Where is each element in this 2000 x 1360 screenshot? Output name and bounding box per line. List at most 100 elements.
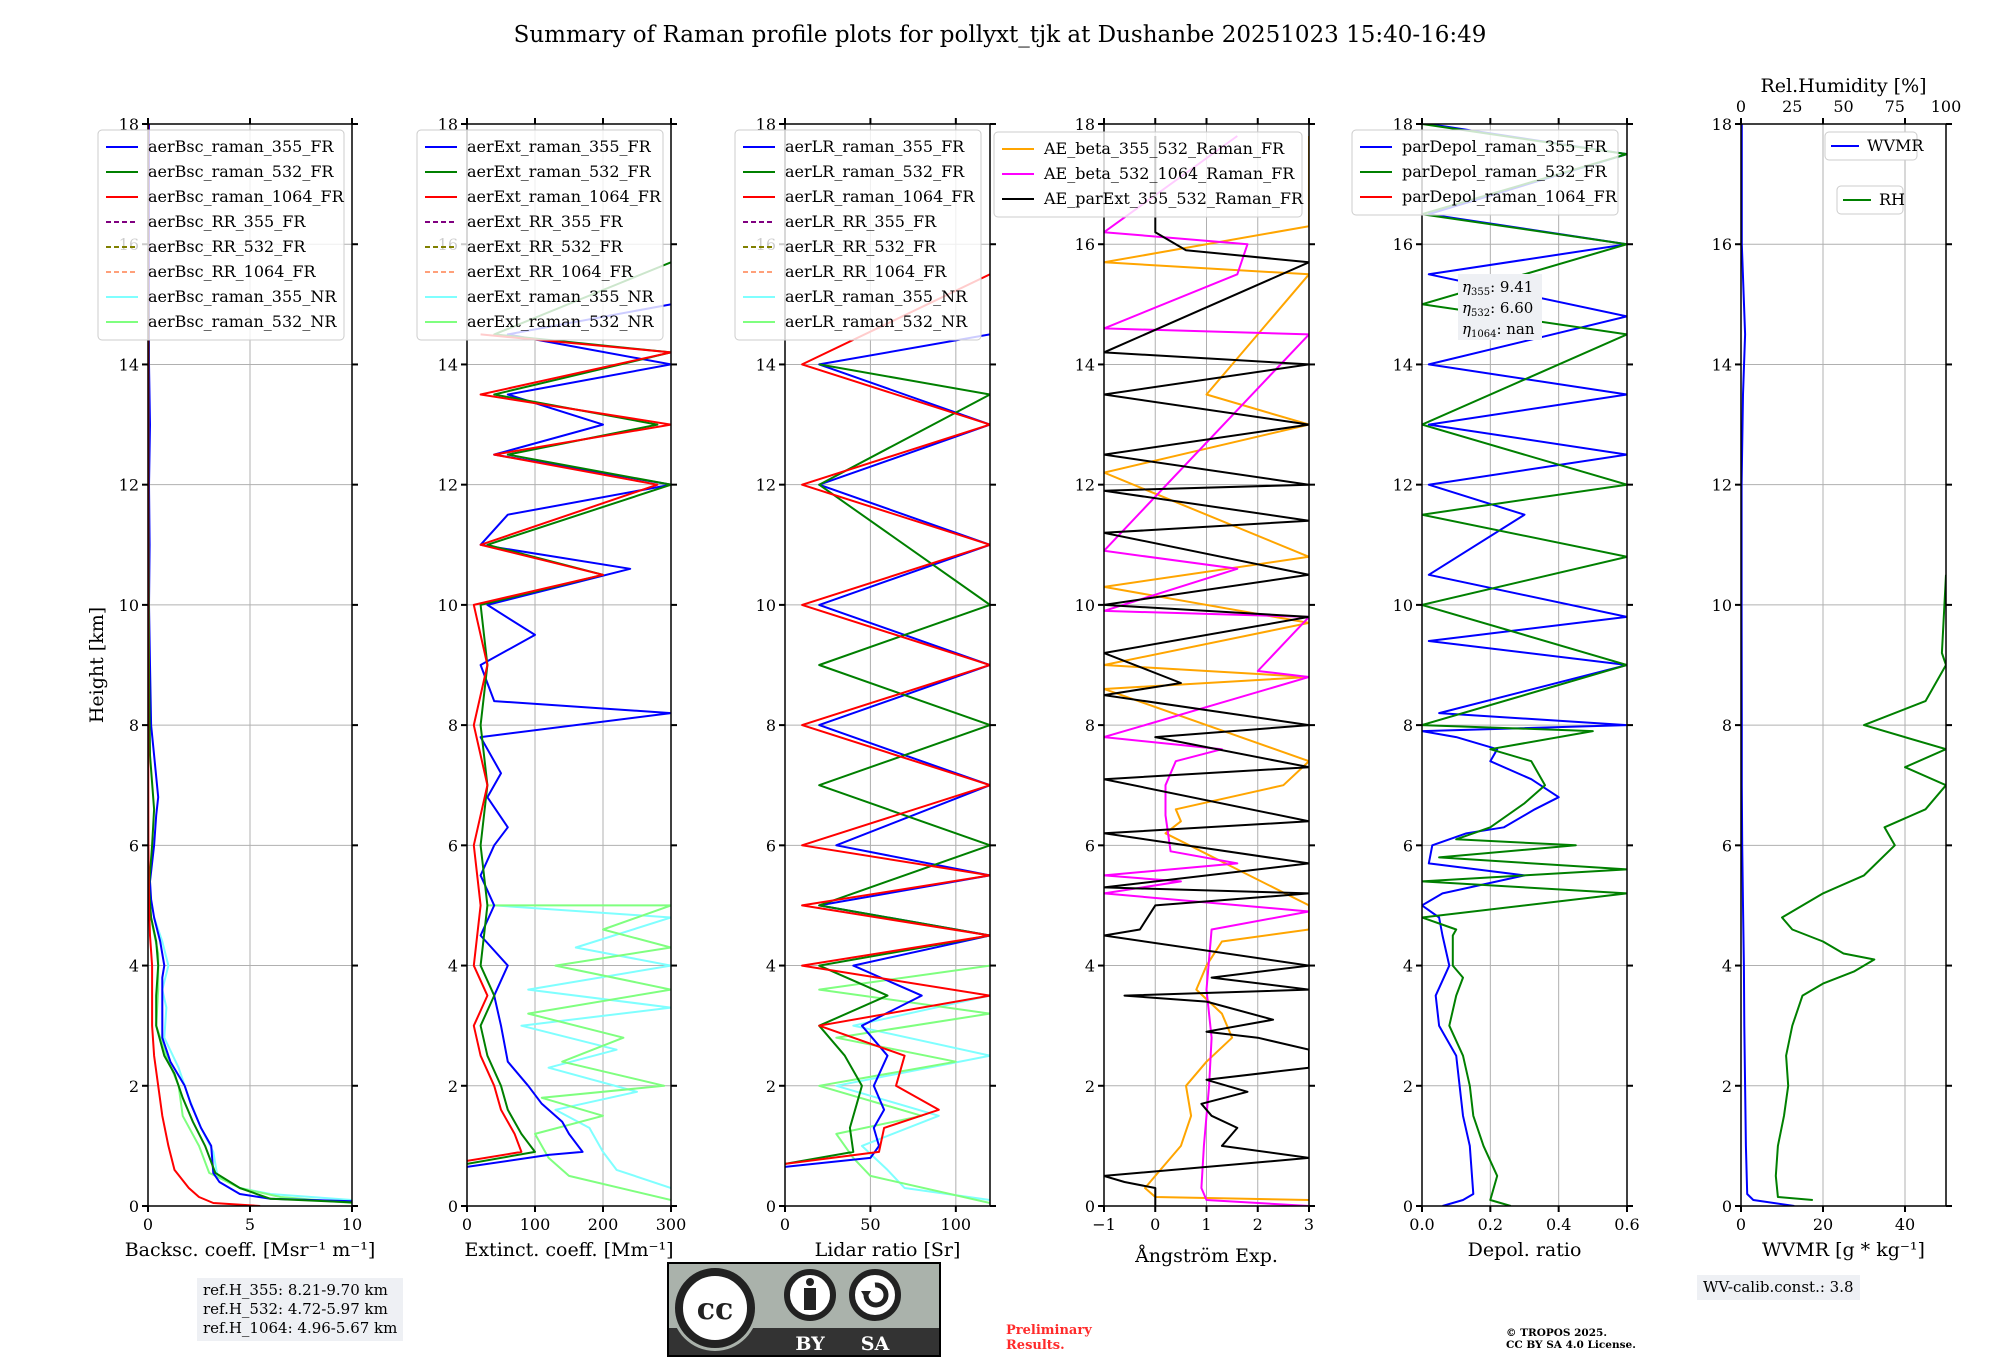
legend-label: aerBsc_raman_355_NR — [148, 287, 337, 306]
legend-box — [416, 129, 664, 341]
y-tick-label: 16 — [1075, 235, 1095, 254]
legend-box — [1824, 131, 1918, 161]
legend-label: aerLR_raman_355_FR — [785, 137, 965, 156]
y-tick-label: 8 — [129, 716, 139, 735]
legend-label: aerLR_raman_1064_FR — [785, 187, 975, 206]
x-tick-label: 50 — [860, 1215, 880, 1234]
wv-calibration-box: WV-calib.const.: 3.8 — [1697, 1275, 1860, 1300]
y-tick-label: 12 — [756, 476, 776, 495]
y-tick-label: 0 — [1403, 1197, 1413, 1216]
top-tick-label: 50 — [1833, 97, 1853, 116]
eta-box — [1458, 274, 1542, 340]
panel-extinction: 0100200300024681012141618Extinct. coeff.… — [416, 115, 687, 1261]
legend-label: aerLR_RR_1064_FR — [785, 262, 947, 281]
x-tick-label: 100 — [520, 1215, 551, 1234]
legend-label: aerBsc_raman_1064_FR — [148, 187, 345, 206]
x-tick-label: 200 — [588, 1215, 619, 1234]
y-tick-label: 16 — [1712, 235, 1732, 254]
y-tick-label: 8 — [766, 716, 776, 735]
legend-label: aerBsc_raman_532_NR — [148, 312, 337, 331]
panel-depol: 0.0 0.2 0.4 0.6 0 2 4 6 8 10 12 14 16 18 Depol. ratio p… — [1351, 115, 1640, 1261]
y-tick-label: 10 — [119, 596, 139, 615]
copyright-note: © TROPOS 2025. CC BY SA 4.0 License. — [1506, 1327, 1636, 1351]
panel-wvmr_rh: 0 20 40 0 2 4 6 8 10 12 14 16 18 WVMR [g * kg⁻¹] 0 25 50… — [1712, 75, 1962, 1261]
x-tick-label: 2 — [1253, 1215, 1263, 1234]
top-tick-label: 0 — [1736, 97, 1746, 116]
y-tick-label: 4 — [766, 957, 776, 976]
svg-text:SA: SA — [861, 1333, 890, 1355]
legend-label: parDepol_raman_1064_FR — [1402, 187, 1618, 206]
panel-backscatter: 0510024681012141618Backsc. coeff. [Msr⁻¹… — [86, 115, 375, 1261]
legend-wvmr: WVMR — [1824, 131, 1924, 161]
x-tick-label: 0.6 — [1614, 1215, 1639, 1234]
series-line-aerBsc_raman_532_FR — [148, 304, 352, 1204]
legend: aerBsc_raman_355_FR aerBsc_raman_532_FRae… — [97, 129, 345, 341]
legend: parDepol_raman_355_FR parDepol_raman_532_… — [1351, 129, 1619, 216]
ref-height-1064: ref.H_1064: 4.96-5.67 km — [203, 1319, 398, 1337]
axes-frame — [784, 123, 991, 1207]
y-tick-label: 8 — [1085, 716, 1095, 735]
y-tick-label: 8 — [448, 716, 458, 735]
legend-label: aerLR_RR_532_FR — [785, 237, 937, 256]
axes-frame — [1421, 123, 1628, 1207]
y-tick-label: 14 — [1075, 355, 1095, 374]
y-tick-label: 4 — [1085, 957, 1095, 976]
x-tick-label: 300 — [656, 1215, 687, 1234]
legend-label: aerBsc_RR_355_FR — [148, 212, 306, 231]
series-group — [1422, 124, 1627, 1206]
eta-532: η532: 6.60 — [1462, 299, 1533, 319]
legend-label: aerBsc_RR_532_FR — [148, 237, 306, 256]
y-axis-label: Height [km] — [86, 607, 108, 723]
y-tick-label: 6 — [448, 836, 458, 855]
y-tick-label: 14 — [1712, 355, 1732, 374]
y-tick-label: 6 — [1085, 836, 1095, 855]
x-axis-label: WVMR [g * kg⁻¹] — [1762, 1239, 1925, 1261]
axes-frame — [466, 123, 672, 1207]
x-tick-label: 0.2 — [1478, 1215, 1503, 1234]
legend-label: aerBsc_raman_532_FR — [148, 162, 334, 181]
y-tick-label: 10 — [1712, 596, 1732, 615]
y-tick-label: 2 — [1403, 1077, 1413, 1096]
legend-rh: RH — [1836, 185, 1905, 215]
x-tick-label: 10 — [342, 1215, 362, 1234]
y-tick-label: 4 — [129, 957, 139, 976]
x-tick-label: 0.4 — [1546, 1215, 1571, 1234]
y-tick-label: 0 — [1722, 1197, 1732, 1216]
y-tick-label: 6 — [1722, 836, 1732, 855]
legend-label: AE_beta_355_532_Raman_FR — [1043, 139, 1285, 158]
x-tick-label: 100 — [941, 1215, 972, 1234]
y-tick-label: 2 — [766, 1077, 776, 1096]
x-axis-label: Backsc. coeff. [Msr⁻¹ m⁻¹] — [125, 1239, 376, 1261]
x-tick-label: 5 — [245, 1215, 255, 1234]
legend-label: aerBsc_raman_355_FR — [148, 137, 334, 156]
x-tick-label: 3 — [1304, 1215, 1314, 1234]
y-tick-label: 4 — [1722, 957, 1732, 976]
preliminary-note: Preliminary Results. — [1006, 1323, 1092, 1353]
y-tick-label: 14 — [1393, 355, 1413, 374]
x-tick-label: 0 — [1736, 1215, 1746, 1234]
panel-lidar_ratio: 050100024681012141618Lidar ratio [Sr]aer… — [734, 115, 996, 1261]
y-tick-label: 4 — [448, 957, 458, 976]
legend-label: RH — [1879, 190, 1905, 209]
y-tick-label: 10 — [756, 596, 776, 615]
x-tick-label: 40 — [1895, 1215, 1915, 1234]
y-tick-label: 8 — [1403, 716, 1413, 735]
legend-box — [734, 129, 982, 341]
series-group — [1741, 124, 1946, 1206]
y-tick-label: 0 — [448, 1197, 458, 1216]
series-line-aerExt_raman_532_NR — [487, 904, 671, 1201]
legend-label: aerLR_RR_355_FR — [785, 212, 937, 231]
x-axis-label: Lidar ratio [Sr] — [815, 1239, 961, 1261]
series-line-AE_beta_355_532_Raman_FR — [1104, 136, 1309, 1201]
y-tick-label: 14 — [438, 355, 458, 374]
share-alike-icon — [849, 1269, 901, 1321]
legend-box — [993, 131, 1303, 218]
series-line-AE_parExt_355_532_Raman_FR — [1104, 136, 1309, 1206]
x-tick-label: 0 — [143, 1215, 153, 1234]
eta-355: η355: 9.41 — [1462, 278, 1533, 298]
ref-height-532: ref.H_532: 4.72-5.97 km — [203, 1300, 388, 1318]
y-tick-label: 10 — [1075, 596, 1095, 615]
y-tick-label: 2 — [1722, 1077, 1732, 1096]
